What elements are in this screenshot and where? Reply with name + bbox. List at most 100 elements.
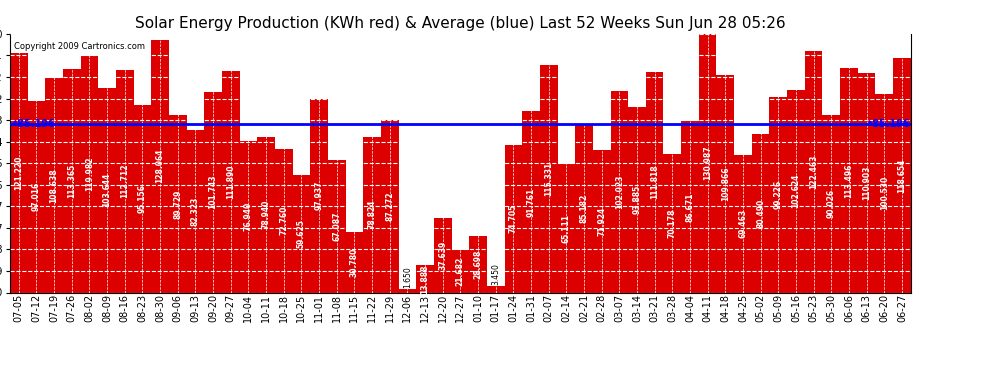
Text: 86.671: 86.671	[685, 192, 695, 222]
Bar	[717, 75, 735, 292]
Text: 13.888: 13.888	[421, 264, 430, 294]
Bar	[593, 150, 611, 292]
Bar	[645, 72, 663, 292]
Bar	[522, 111, 540, 292]
Bar	[857, 74, 875, 292]
Text: 101.743: 101.743	[209, 175, 218, 209]
Bar	[557, 164, 575, 292]
Text: 122.463: 122.463	[809, 154, 818, 189]
Text: 82.323: 82.323	[191, 196, 200, 226]
Text: 91.761: 91.761	[527, 187, 536, 216]
Bar	[169, 115, 186, 292]
Text: 67.087: 67.087	[333, 211, 342, 241]
Text: 21.682: 21.682	[455, 256, 465, 286]
Text: 87.272: 87.272	[385, 192, 394, 221]
Bar	[505, 145, 522, 292]
Text: 28.698: 28.698	[473, 249, 482, 279]
Text: 97.016: 97.016	[32, 182, 41, 211]
Bar	[63, 69, 80, 292]
Bar	[80, 56, 98, 292]
Bar	[399, 289, 416, 292]
Bar	[416, 265, 434, 292]
Text: 110.903: 110.903	[862, 166, 871, 200]
Text: 111.890: 111.890	[226, 165, 236, 199]
Text: 113.365: 113.365	[67, 164, 76, 198]
Bar	[98, 88, 116, 292]
Text: 109.866: 109.866	[721, 167, 730, 201]
Text: 65.111: 65.111	[562, 214, 571, 243]
Text: 78.824: 78.824	[367, 200, 376, 230]
Text: 72.760: 72.760	[279, 206, 288, 236]
Bar	[575, 124, 593, 292]
Text: 85.182: 85.182	[579, 194, 588, 223]
Bar	[769, 96, 787, 292]
Bar	[116, 70, 134, 292]
Bar	[751, 134, 769, 292]
Bar	[841, 68, 857, 292]
Bar	[875, 94, 893, 292]
Text: 93.885: 93.885	[633, 185, 642, 214]
Bar	[451, 250, 469, 292]
Bar	[134, 105, 151, 292]
Text: Copyright 2009 Cartronics.com: Copyright 2009 Cartronics.com	[15, 42, 146, 51]
Bar	[204, 92, 222, 292]
Bar	[823, 115, 841, 292]
Text: 70.178: 70.178	[668, 209, 677, 238]
Text: 118.654: 118.654	[898, 158, 907, 192]
Text: 102.023: 102.023	[615, 174, 624, 209]
Text: 119.982: 119.982	[85, 157, 94, 191]
Bar	[275, 149, 292, 292]
Title: Solar Energy Production (KWh red) & Average (blue) Last 52 Weeks Sun Jun 28 05:2: Solar Energy Production (KWh red) & Aver…	[135, 16, 786, 31]
Text: 130.987: 130.987	[703, 146, 712, 180]
Bar	[540, 65, 557, 292]
Text: 69.463: 69.463	[739, 209, 747, 238]
Bar	[434, 218, 451, 292]
Text: 111.818: 111.818	[650, 165, 659, 200]
Text: 102.624: 102.624	[791, 174, 801, 208]
Text: •85.196: •85.196	[867, 119, 911, 129]
Text: 108.638: 108.638	[50, 168, 58, 202]
Text: 37.639: 37.639	[439, 241, 447, 270]
Bar	[222, 72, 240, 292]
Bar	[28, 101, 46, 292]
Bar	[469, 236, 487, 292]
Text: 112.712: 112.712	[120, 164, 130, 198]
Bar	[611, 91, 629, 292]
Bar	[346, 232, 363, 292]
Text: 59.625: 59.625	[297, 219, 306, 248]
Bar	[681, 121, 699, 292]
Bar	[487, 286, 505, 292]
Bar	[381, 120, 399, 292]
Text: •85.196: •85.196	[12, 119, 55, 129]
Bar	[151, 39, 169, 292]
Bar	[787, 90, 805, 292]
Bar	[257, 136, 275, 292]
Bar	[735, 155, 751, 292]
Text: 90.026: 90.026	[827, 189, 836, 218]
Text: 76.940: 76.940	[244, 202, 252, 231]
Text: 103.644: 103.644	[103, 173, 112, 207]
Text: 115.331: 115.331	[544, 162, 553, 196]
Text: 89.729: 89.729	[173, 189, 182, 219]
Bar	[629, 107, 645, 292]
Text: 128.064: 128.064	[155, 149, 164, 183]
Text: 99.226: 99.226	[774, 180, 783, 209]
Text: 80.490: 80.490	[756, 198, 765, 228]
Text: 71.924: 71.924	[597, 207, 606, 236]
Bar	[240, 141, 257, 292]
Bar	[10, 53, 28, 292]
Bar	[310, 99, 328, 292]
Bar	[363, 137, 381, 292]
Bar	[46, 78, 63, 292]
Text: 3.450: 3.450	[491, 263, 500, 285]
Text: 30.780: 30.780	[349, 248, 358, 277]
Bar	[893, 58, 911, 292]
Bar	[292, 175, 310, 292]
Text: 95.156: 95.156	[138, 184, 147, 213]
Text: 78.940: 78.940	[261, 200, 270, 229]
Text: 100.530: 100.530	[880, 176, 889, 210]
Text: 97.937: 97.937	[315, 181, 324, 210]
Bar	[663, 154, 681, 292]
Text: 113.496: 113.496	[844, 163, 853, 198]
Text: 1.650: 1.650	[403, 267, 412, 288]
